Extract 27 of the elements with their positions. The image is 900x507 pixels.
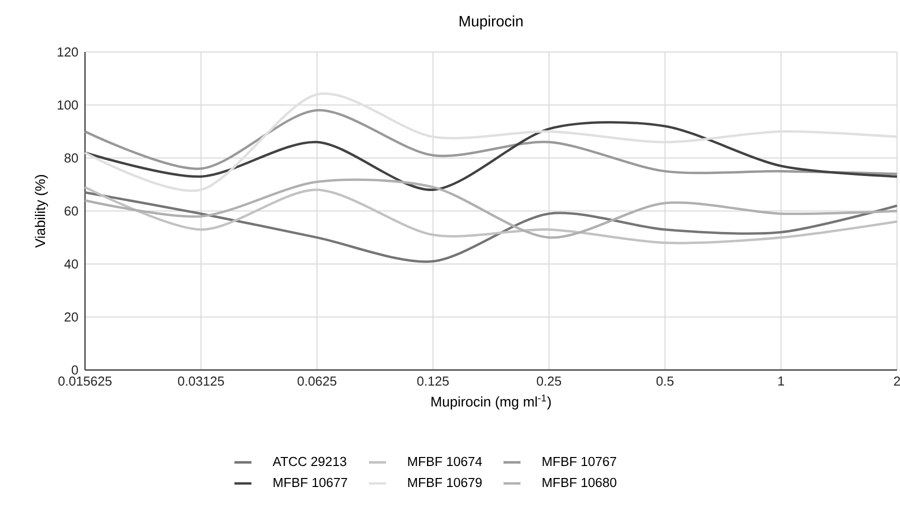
legend-label: MFBF 10674 xyxy=(408,456,482,466)
y-tick-label: 60 xyxy=(64,206,78,216)
y-tick-label: 100 xyxy=(58,100,78,110)
y-tick-label: 80 xyxy=(64,153,78,163)
x-tick-label: 0.25 xyxy=(536,376,562,386)
x-tick-label: 0.015625 xyxy=(58,376,112,386)
y-tick-label: 20 xyxy=(64,312,78,322)
legend-label: MFBF 10680 xyxy=(542,478,616,488)
line-series xyxy=(84,186,898,244)
x-axis-title: Mupirocin (mg ml$^{-1}$) xyxy=(432,394,551,410)
x-tick-label: 0.5 xyxy=(656,376,674,386)
legend-label: MFBF 10679 xyxy=(408,478,482,488)
chart-title: Mupirocin xyxy=(460,16,523,30)
x-tick-label: 0.03125 xyxy=(178,376,224,386)
x-tick-label: 1 xyxy=(778,376,784,386)
x-tick-label: 0.125 xyxy=(417,376,449,386)
legend-label: MFBF 10767 xyxy=(542,456,616,466)
y-tick-label: 40 xyxy=(64,259,78,269)
y-tick-label: 120 xyxy=(58,47,78,57)
y-axis-title: Viability (%) xyxy=(34,175,48,248)
legend-label: ATCC 29213 xyxy=(272,456,346,466)
line-series xyxy=(84,109,898,176)
line-series xyxy=(84,191,898,263)
x-tick-label: 0.0625 xyxy=(298,376,336,386)
x-tick-label: 2 xyxy=(894,376,900,386)
legend-label: MFBF 10677 xyxy=(274,478,348,488)
y-tick-label: 0 xyxy=(72,365,78,375)
